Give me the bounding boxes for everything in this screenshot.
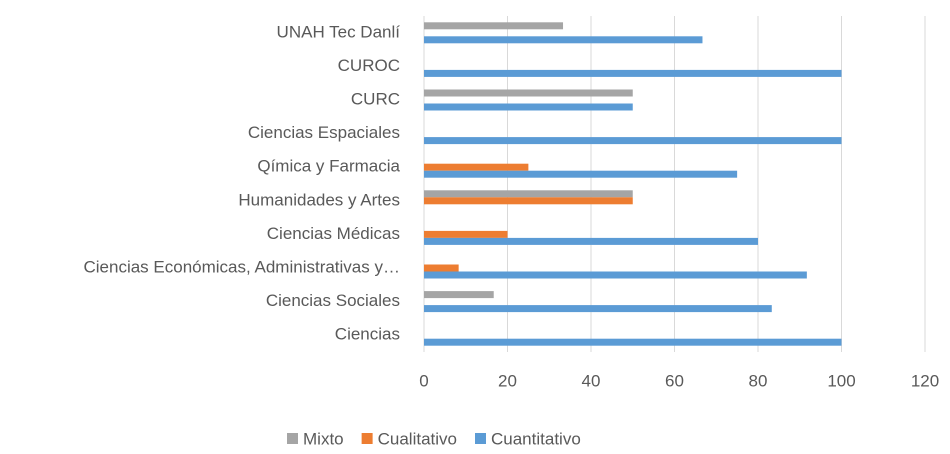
x-tick-label: 60 xyxy=(665,371,684,390)
x-tick-label: 100 xyxy=(827,371,855,390)
bar xyxy=(424,271,807,279)
bar xyxy=(424,170,738,178)
bar xyxy=(424,264,459,272)
legend-label: Cualitativo xyxy=(378,429,457,448)
bar xyxy=(424,305,772,313)
y-tick-label: Ciencias Económicas, Administrativas y… xyxy=(83,257,400,276)
y-tick-label: Ciencias Sociales xyxy=(266,291,400,310)
x-tick-label: 120 xyxy=(911,371,939,390)
bar xyxy=(424,163,529,171)
bar xyxy=(424,22,564,30)
y-tick-label: CUROC xyxy=(338,56,400,75)
x-tick-label: 0 xyxy=(419,371,428,390)
y-tick-label: UNAH Tec Danlí xyxy=(277,22,401,41)
bar xyxy=(424,237,758,245)
bar xyxy=(424,291,494,299)
x-tick-label: 20 xyxy=(498,371,517,390)
legend-label: Cuantitativo xyxy=(491,429,581,448)
legend-swatch xyxy=(361,433,373,444)
x-tick-label: 80 xyxy=(749,371,768,390)
bar xyxy=(424,89,633,97)
bar xyxy=(424,137,842,145)
legend-label: Mixto xyxy=(303,429,344,448)
bar xyxy=(424,197,633,205)
bar xyxy=(424,36,703,44)
legend-swatch xyxy=(287,433,298,444)
y-tick-label: Humanidades y Artes xyxy=(238,190,400,209)
bar xyxy=(424,230,508,238)
bar xyxy=(424,69,842,77)
x-tick-label: 40 xyxy=(582,371,601,390)
bar xyxy=(424,338,842,346)
y-tick-label: Qímica y Farmacia xyxy=(257,157,400,176)
y-tick-label: Ciencias Médicas xyxy=(267,224,400,243)
y-tick-label: CURC xyxy=(351,89,400,108)
bar xyxy=(424,190,633,198)
bar xyxy=(424,103,633,111)
y-tick-label: Ciencias xyxy=(335,325,400,344)
y-tick-label: Ciencias Espaciales xyxy=(248,123,400,142)
legend-swatch xyxy=(475,433,486,444)
